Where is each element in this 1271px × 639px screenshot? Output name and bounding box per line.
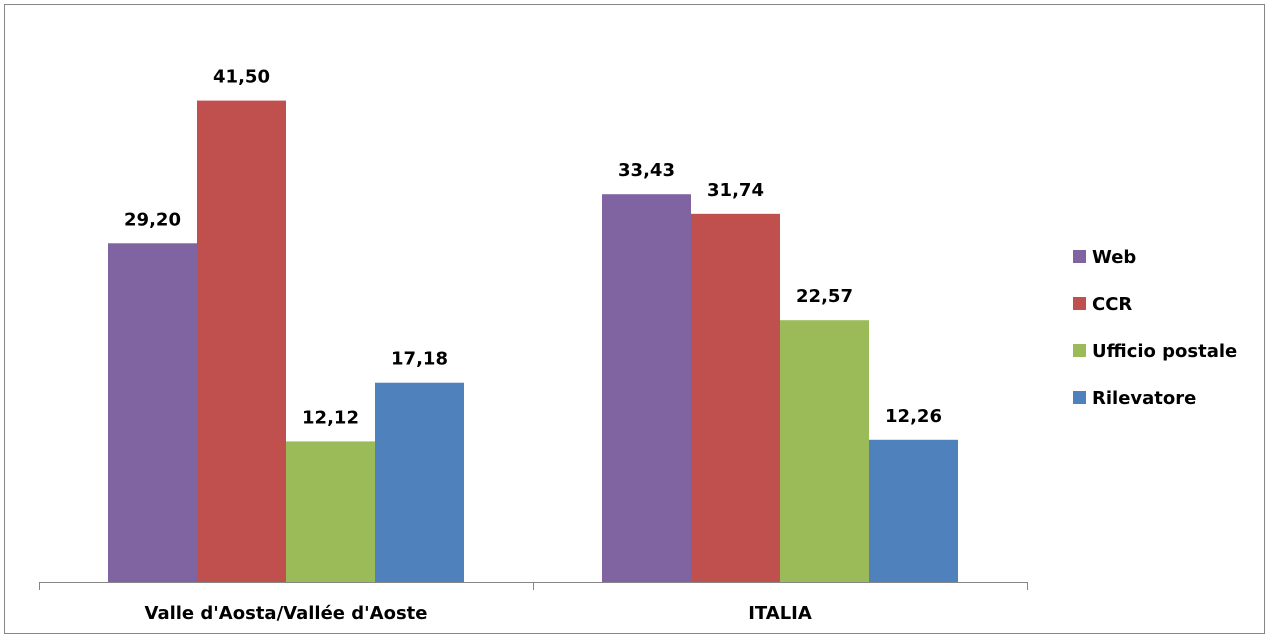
bar-ufficio-postale-0 <box>286 441 375 582</box>
legend: Web CCR Ufficio postale Rilevatore <box>1073 247 1237 409</box>
bar-web-1 <box>602 194 691 582</box>
data-label: 31,74 <box>707 180 764 201</box>
bar-chart: 29,20 41,50 12,12 17,18 33,43 31,74 22,57 12,26… <box>39 67 1237 624</box>
category-label: Valle d'Aosta/Vallée d'Aoste <box>145 603 428 624</box>
legend-swatch-web <box>1073 250 1086 263</box>
chart-frame: 29,20 41,50 12,12 17,18 33,43 31,74 22,57 12,26… <box>4 4 1265 634</box>
data-label: 41,50 <box>213 67 270 88</box>
bars-layer <box>108 100 958 583</box>
bar-ufficio-postale-1 <box>780 320 869 582</box>
legend-swatch-ccr <box>1073 297 1086 310</box>
legend-label: Ufficio postale <box>1092 341 1237 362</box>
legend-label: Rilevatore <box>1092 388 1196 409</box>
data-label: 12,26 <box>885 406 942 427</box>
bar-ccr-0 <box>197 100 286 582</box>
legend-label: CCR <box>1092 294 1132 315</box>
data-labels-layer: 29,20 41,50 12,12 17,18 33,43 31,74 22,57 12,26 <box>124 67 942 429</box>
data-label: 17,18 <box>391 349 448 370</box>
bar-rilevatore-0 <box>375 382 464 582</box>
legend-label: Web <box>1092 247 1136 268</box>
data-label: 22,57 <box>796 286 853 307</box>
legend-swatch-rilevatore <box>1073 391 1086 404</box>
bar-ccr-1 <box>691 213 780 583</box>
bar-web-0 <box>108 243 197 582</box>
category-label: ITALIA <box>748 603 812 624</box>
data-label: 29,20 <box>124 209 181 230</box>
x-axis: Valle d'Aosta/Vallée d'Aoste ITALIA <box>39 582 1028 624</box>
legend-swatch-ufficio-postale <box>1073 344 1086 357</box>
data-label: 33,43 <box>618 160 675 181</box>
bar-rilevatore-1 <box>869 439 958 582</box>
data-label: 12,12 <box>302 407 359 428</box>
